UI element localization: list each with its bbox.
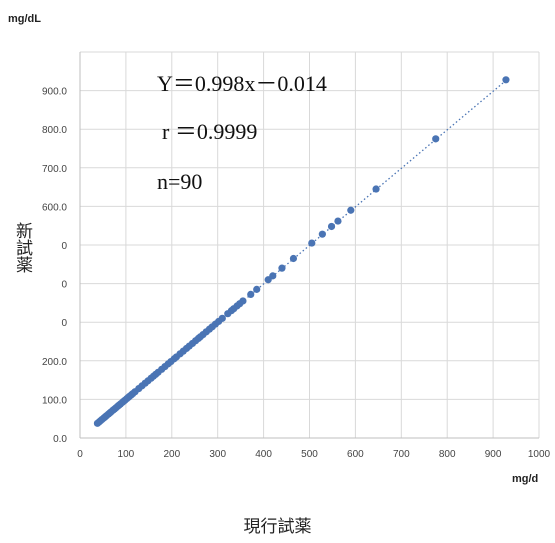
x-unit-label: mg/d: [512, 473, 538, 485]
data-point: [218, 314, 226, 322]
x-tick-label: 1000: [528, 449, 551, 460]
y-tick-label: 900.0: [42, 87, 67, 98]
correlation-coefficient: r ＝0.9999: [162, 119, 257, 144]
y-tick-labels: 0.0 100.0 200.0 0 0 0 600.0 700.0 800.0 900.0: [42, 87, 67, 445]
data-point: [432, 135, 440, 143]
data-point: [247, 290, 255, 299]
data-point: [308, 239, 316, 247]
y-tick-label: 600.0: [42, 202, 67, 213]
regression-equation: Y＝0.998x－0.014: [157, 71, 327, 96]
data-point: [278, 264, 286, 272]
data-point: [372, 185, 380, 193]
x-tick-label: 0: [77, 449, 83, 460]
x-tick-label: 100: [118, 449, 135, 460]
data-point: [318, 230, 326, 238]
data-point: [334, 217, 342, 225]
y-tick-label: 700.0: [42, 164, 67, 175]
data-point: [502, 76, 510, 84]
y-tick-label: 0: [61, 241, 67, 252]
y-tick-label: 800.0: [42, 125, 67, 136]
x-tick-label: 800: [439, 449, 456, 460]
x-tick-label: 400: [255, 449, 272, 460]
sample-count: n=90: [157, 169, 202, 194]
x-tick-label: 500: [301, 449, 318, 460]
x-tick-labels: 0 100 200 300 400 500 600 700 800 900 1000: [77, 449, 550, 460]
y-tick-label: 0: [61, 280, 67, 291]
x-tick-label: 300: [209, 449, 226, 460]
x-tick-label: 600: [347, 449, 364, 460]
data-point: [327, 222, 336, 231]
data-point: [269, 272, 277, 280]
y-tick-label: 200.0: [42, 357, 67, 368]
x-tick-label: 900: [485, 449, 502, 460]
y-unit-label: mg/dL: [8, 13, 41, 25]
y-axis-title: 新試薬: [12, 222, 32, 273]
data-point: [239, 297, 247, 305]
axes: [79, 52, 539, 439]
data-points: [93, 76, 510, 427]
y-tick-label: 100.0: [42, 395, 67, 406]
y-tick-label: 0.0: [53, 434, 67, 445]
data-point: [347, 206, 355, 214]
data-point: [289, 254, 298, 263]
grid-lines: [80, 51, 540, 438]
x-tick-label: 700: [393, 449, 410, 460]
x-axis-title: 現行試薬: [243, 517, 312, 537]
data-point: [253, 285, 261, 293]
x-tick-label: 200: [163, 449, 180, 460]
y-tick-label: 0: [61, 318, 67, 329]
